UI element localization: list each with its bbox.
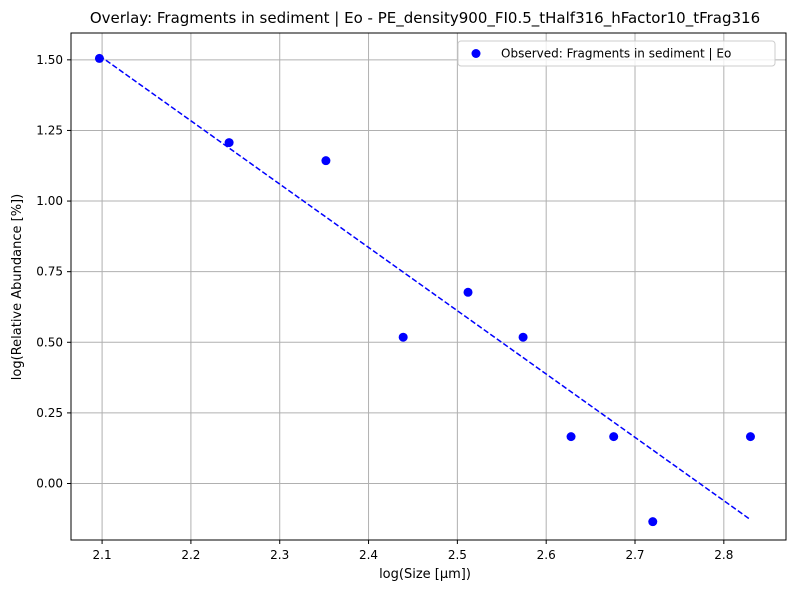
x-tick-label: 2.4 bbox=[359, 548, 378, 562]
x-tick-label: 2.3 bbox=[270, 548, 289, 562]
y-tick-label: 1.00 bbox=[36, 194, 63, 208]
x-axis-label: log(Size [μm]) bbox=[379, 567, 471, 582]
x-tick-label: 2.8 bbox=[714, 548, 733, 562]
x-tick-label: 2.7 bbox=[625, 548, 644, 562]
data-point bbox=[224, 138, 234, 148]
fit-line bbox=[98, 54, 751, 521]
x-tick-label: 2.6 bbox=[537, 548, 556, 562]
data-point bbox=[745, 432, 755, 442]
data-point bbox=[398, 332, 408, 342]
y-axis-label: log(Relative Abundance [%]) bbox=[10, 194, 25, 380]
data-point bbox=[463, 287, 473, 297]
data-point bbox=[518, 332, 528, 342]
y-tick-label: 1.25 bbox=[36, 123, 63, 137]
y-tick-label: 0.25 bbox=[36, 406, 63, 420]
legend: Observed: Fragments in sediment | Eo bbox=[457, 40, 776, 67]
y-tick-label: 0.00 bbox=[36, 477, 63, 491]
legend-label: Observed: Fragments in sediment | Eo bbox=[501, 47, 731, 61]
mark-layer bbox=[94, 53, 755, 527]
y-tick-label: 1.50 bbox=[36, 53, 63, 67]
data-point bbox=[609, 432, 619, 442]
plot-frame bbox=[70, 32, 787, 541]
x-tick-label: 2.5 bbox=[448, 548, 467, 562]
x-tick-label: 2.1 bbox=[93, 548, 112, 562]
data-point bbox=[648, 517, 658, 527]
data-point bbox=[94, 53, 104, 63]
tick-layer: 2.1 2.2 2.3 2.4 2.5 2.6 2.7 2.8 0.00 0.25 0.50 0.75… bbox=[36, 53, 733, 562]
legend-marker bbox=[471, 49, 481, 58]
x-tick-label: 2.2 bbox=[181, 548, 200, 562]
legend-box bbox=[457, 40, 776, 67]
y-tick-label: 0.50 bbox=[36, 335, 63, 349]
data-point bbox=[321, 156, 331, 166]
data-point bbox=[566, 432, 576, 442]
y-tick-label: 0.75 bbox=[36, 265, 63, 279]
grid-layer bbox=[71, 33, 786, 540]
chart-title: Overlay: Fragments in sediment | Eo - PE… bbox=[90, 9, 760, 28]
